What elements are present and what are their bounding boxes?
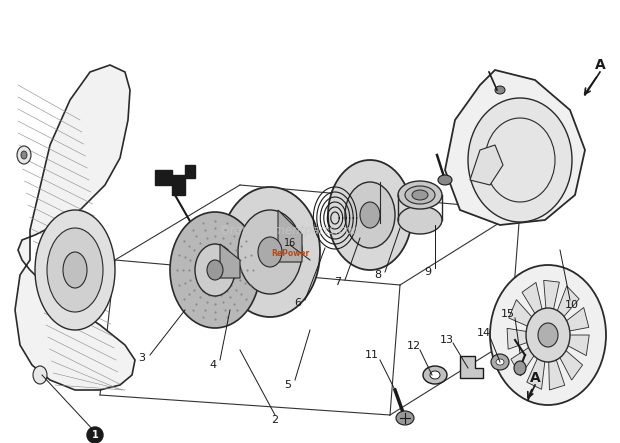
Ellipse shape (47, 228, 103, 312)
Polygon shape (522, 282, 543, 318)
Text: ©replacementparts.com: ©replacementparts.com (218, 224, 365, 237)
Text: 5: 5 (285, 380, 291, 390)
Ellipse shape (396, 411, 414, 425)
Ellipse shape (238, 210, 302, 294)
Ellipse shape (21, 151, 27, 159)
Circle shape (87, 427, 103, 443)
Ellipse shape (430, 371, 440, 379)
Text: 4: 4 (210, 360, 216, 370)
Ellipse shape (496, 359, 504, 365)
Text: 6: 6 (294, 298, 301, 308)
Ellipse shape (220, 187, 320, 317)
Polygon shape (549, 355, 565, 390)
Ellipse shape (170, 212, 260, 328)
Polygon shape (509, 299, 535, 328)
Polygon shape (460, 356, 483, 378)
Ellipse shape (538, 323, 558, 347)
Text: 13: 13 (440, 335, 454, 345)
Text: 14: 14 (477, 328, 491, 338)
Text: 15: 15 (501, 309, 515, 319)
Ellipse shape (398, 181, 442, 209)
Ellipse shape (195, 244, 235, 296)
Ellipse shape (207, 260, 223, 280)
Ellipse shape (360, 202, 380, 228)
Text: 11: 11 (365, 350, 379, 360)
Polygon shape (564, 335, 589, 356)
Ellipse shape (423, 366, 447, 384)
Text: A: A (595, 58, 605, 72)
Ellipse shape (35, 210, 115, 330)
Text: RePower: RePower (271, 249, 309, 257)
Ellipse shape (17, 146, 31, 164)
Polygon shape (556, 286, 579, 321)
Ellipse shape (398, 206, 442, 234)
Ellipse shape (514, 361, 526, 375)
Polygon shape (511, 345, 537, 376)
Text: 8: 8 (374, 270, 381, 280)
Ellipse shape (438, 175, 452, 185)
Ellipse shape (526, 308, 570, 362)
Ellipse shape (328, 160, 412, 270)
Polygon shape (445, 70, 585, 225)
Text: 16: 16 (284, 238, 296, 248)
Ellipse shape (345, 182, 395, 248)
Ellipse shape (258, 237, 282, 267)
Ellipse shape (405, 186, 435, 204)
Text: A: A (529, 371, 541, 385)
Text: 1: 1 (92, 430, 99, 440)
Polygon shape (278, 210, 302, 262)
Text: 7: 7 (334, 277, 342, 287)
Ellipse shape (63, 252, 87, 288)
Text: 2: 2 (272, 415, 278, 425)
Polygon shape (155, 165, 195, 195)
Ellipse shape (495, 86, 505, 94)
Ellipse shape (490, 265, 606, 405)
Ellipse shape (412, 190, 428, 200)
Text: 12: 12 (407, 341, 421, 351)
Polygon shape (15, 65, 135, 390)
Polygon shape (562, 307, 589, 332)
Polygon shape (220, 244, 240, 278)
Ellipse shape (468, 98, 572, 222)
Ellipse shape (33, 366, 47, 384)
Polygon shape (507, 328, 532, 349)
Polygon shape (470, 145, 503, 185)
Text: 9: 9 (425, 267, 432, 277)
Text: 3: 3 (138, 353, 146, 363)
Polygon shape (527, 354, 546, 389)
Text: 10: 10 (565, 300, 579, 310)
Polygon shape (544, 280, 559, 314)
Polygon shape (557, 347, 583, 380)
Ellipse shape (491, 354, 509, 370)
